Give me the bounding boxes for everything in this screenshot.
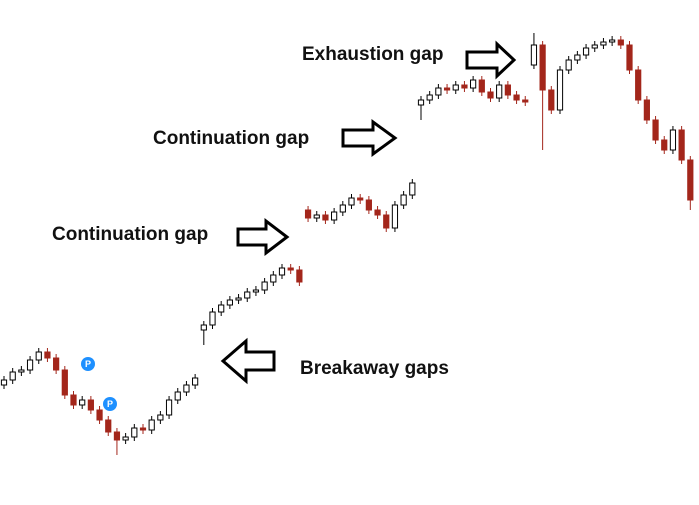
candle-body (348, 197, 355, 206)
candle-body (278, 267, 286, 276)
candle-body (322, 214, 329, 221)
candle-body (574, 54, 581, 61)
candle-body (226, 299, 233, 306)
candle-body (192, 377, 199, 386)
candle-body (391, 204, 399, 229)
marker-label: P (107, 399, 113, 409)
candle-body (374, 209, 381, 216)
candle-body (183, 384, 190, 393)
candle-body (218, 304, 225, 313)
candle-body (165, 399, 173, 416)
candle-body (530, 44, 538, 66)
candle-body (661, 139, 668, 151)
candle-body (365, 199, 372, 211)
candle-body (122, 436, 129, 441)
candle-body (582, 47, 590, 56)
candle-body (0, 379, 8, 386)
candle-body (669, 129, 677, 151)
candle-body (417, 99, 425, 106)
candle-body (470, 79, 477, 89)
arrow (341, 119, 398, 157)
candle-body (652, 119, 659, 141)
candle-body (44, 351, 51, 359)
candle-body (626, 44, 633, 71)
arrow (236, 217, 290, 257)
annotation: Continuation gap (153, 128, 309, 149)
candle-body (304, 209, 312, 219)
candle-body (409, 182, 416, 196)
candle-body (400, 194, 407, 206)
candle-body (244, 291, 251, 299)
marker: P (103, 397, 117, 411)
candle-body (105, 419, 112, 433)
candle-body (496, 84, 503, 99)
arrow (465, 40, 517, 80)
candle-body (26, 359, 34, 371)
candle-body (600, 41, 607, 46)
candle-body (478, 79, 485, 93)
candle-body (9, 371, 16, 381)
marker: P (81, 357, 95, 371)
candle-body (504, 84, 511, 96)
candle-body (565, 59, 572, 71)
candle-body (313, 214, 320, 219)
candle-body (591, 44, 598, 49)
candle-body (113, 431, 121, 441)
candle-body (96, 409, 103, 421)
candle-body (35, 351, 42, 361)
candle-body (522, 99, 529, 103)
marker-label: P (85, 359, 91, 369)
candle-body (383, 214, 390, 229)
candle-body (53, 357, 60, 371)
candle-body (548, 89, 555, 111)
candle-body (643, 99, 650, 121)
candle-body (331, 211, 338, 221)
candles (0, 33, 694, 455)
candle-body (635, 69, 642, 101)
candle-body (461, 84, 468, 89)
candle-body (443, 87, 451, 91)
candle-body (296, 269, 303, 283)
candle-body (70, 394, 77, 406)
candle-body (18, 369, 25, 373)
candle-body (79, 399, 86, 406)
candle-body (487, 91, 494, 99)
candle-body (617, 39, 624, 46)
candle-body (435, 87, 442, 96)
candle-body (139, 427, 147, 431)
candle-body (131, 427, 138, 438)
candle-body (609, 39, 616, 43)
annotation: Continuation gap (52, 224, 208, 245)
candle-body (252, 289, 260, 293)
annotation: Breakaway gaps (300, 358, 449, 379)
candle-body (87, 399, 94, 411)
candle-body (261, 281, 268, 291)
candle-body (539, 44, 546, 91)
marker-pin (81, 357, 95, 371)
annotation: Exhaustion gap (302, 44, 443, 65)
candle-body (270, 274, 277, 283)
candle-body (200, 324, 207, 331)
candle-body (687, 159, 694, 201)
candle-body (61, 369, 68, 396)
candle-body (452, 84, 459, 91)
candle-body (157, 414, 164, 421)
candle-body (287, 267, 294, 271)
candle-body (174, 391, 181, 401)
marker-pin (103, 397, 117, 411)
candle-body (556, 69, 564, 111)
candle-body (357, 197, 364, 201)
candle-body (209, 311, 216, 326)
candle-body (235, 297, 242, 301)
arrow (220, 337, 276, 385)
candle-body (513, 94, 520, 101)
candle-body (339, 204, 346, 213)
candle-body (148, 419, 155, 431)
candle-body (678, 129, 685, 161)
candle-body (426, 94, 433, 101)
